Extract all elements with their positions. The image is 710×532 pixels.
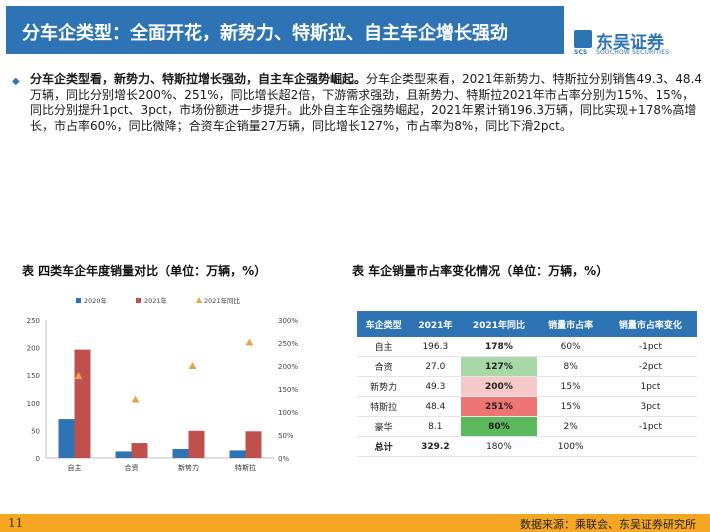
table-caption: 表 车企销量市占率变化情况（单位：万辆，%）: [352, 264, 609, 278]
yoy-marker: [188, 362, 197, 369]
page-title: 分车企类型：全面开花，新势力、特斯拉、自主车企增长强劲: [22, 23, 508, 44]
table-cell-yoy: 200%: [460, 376, 538, 397]
table-row: 新势力 49.3 200% 15% 1pct: [357, 376, 697, 397]
summary-body: 分车企类型来看，2021年新势力、特斯拉分别销售49.3、48.4万辆，同比分别…: [30, 72, 702, 133]
table-header-cell: 2021年: [410, 311, 461, 337]
x-tick-label: 新势力: [178, 463, 199, 472]
legend-label: 2021年同比: [204, 296, 241, 305]
bar-2021: [131, 443, 148, 458]
table-cell-change: -1pct: [603, 416, 697, 437]
table-header-row: 车企类型 2021年 2021年同比 销量市占率 销量市占率变化: [357, 311, 697, 337]
legend-swatch: [76, 298, 81, 303]
y-tick-label: 100: [27, 400, 40, 408]
table-cell-type: 豪华: [357, 416, 411, 437]
y2-tick-label: 200%: [278, 363, 298, 371]
table-cell-share: 60%: [537, 337, 604, 357]
table-cell-share: 15%: [537, 396, 604, 417]
sales-comparison-chart: 0 50 100 150 200 250 0% 50% 100% 150% 200% 250% 300%…: [27, 296, 299, 472]
table-row: 特斯拉 48.4 251% 15% 3pct: [357, 396, 697, 417]
legend-swatch: [196, 297, 202, 303]
table-cell-share: 8%: [537, 356, 604, 377]
y2-tick-label: 250%: [278, 340, 298, 348]
data-source: 数据来源：乘联会、东吴证券研究所: [520, 518, 696, 531]
legend-label: 2021年: [144, 296, 168, 305]
summary-lead: 分车企类型看，新势力、特斯拉增长强劲，自主车企强势崛起。: [30, 72, 367, 86]
y2-tick-label: 100%: [278, 409, 298, 417]
table-cell-type: 特斯拉: [357, 396, 411, 417]
table-total-row: 总计 329.2 180% 100%: [357, 436, 697, 457]
table-total-yoy: 180%: [460, 436, 538, 457]
table-cell-sales: 49.3: [410, 376, 461, 397]
header-bar: 分车企类型：全面开花，新势力、特斯拉、自主车企增长强劲: [6, 6, 564, 54]
table-cell-yoy: 80%: [460, 416, 538, 437]
table-cell-change: -1pct: [603, 337, 697, 357]
x-tick-label: 合资: [125, 463, 139, 472]
table-header-cell: 2021年同比: [460, 311, 538, 337]
company-logo: SCS 东吴证券 SOOCHOW SECURITIES: [574, 28, 704, 58]
y-tick-label: 150: [27, 372, 40, 380]
diamond-bullet-icon: ◆: [12, 76, 20, 87]
table-cell-type: 自主: [357, 337, 411, 357]
y2-tick-label: 0%: [278, 455, 289, 463]
table-header-cell: 车企类型: [357, 311, 411, 337]
y2-tick-label: 150%: [278, 386, 298, 394]
table-cell-change: 1pct: [603, 376, 697, 397]
y-tick-label: 0: [36, 455, 40, 463]
yoy-marker: [74, 372, 83, 380]
logo-mark-text: SCS: [574, 49, 588, 56]
page-number: 11: [8, 516, 24, 530]
table-cell-sales: 196.3: [410, 337, 461, 357]
footer-bar: [0, 514, 710, 532]
y-tick-label: 200: [27, 345, 40, 353]
table-row: 自主 196.3 178% 60% -1pct: [357, 337, 697, 357]
table-cell-sales: 8.1: [410, 416, 461, 437]
table-total-share: 100%: [537, 436, 604, 457]
logo-name-en: SOOCHOW SECURITIES: [596, 49, 670, 56]
bar-2021: [245, 431, 262, 458]
bar-2020: [229, 450, 246, 458]
table-header-cell: 销量市占率变化: [603, 311, 697, 337]
y2-tick-label: 300%: [278, 317, 298, 325]
yoy-marker: [245, 338, 254, 346]
logo-mark-icon: [574, 30, 592, 48]
bar-2021: [188, 430, 205, 458]
table-cell-sales: 27.0: [410, 356, 461, 377]
legend-swatch: [136, 298, 141, 303]
table-row: 合资 27.0 127% 8% -2pct: [357, 356, 697, 377]
summary-paragraph: ◆ 分车企类型看，新势力、特斯拉增长强劲，自主车企强势崛起。分车企类型来看，20…: [12, 72, 702, 134]
table-total-type: 总计: [357, 436, 411, 457]
bar-2021: [74, 349, 91, 458]
table-cell-change: 3pct: [603, 396, 697, 417]
table-cell-yoy: 251%: [460, 396, 538, 417]
table-cell-yoy: 127%: [460, 356, 538, 377]
x-tick-label: 自主: [68, 463, 82, 472]
chart-caption: 表 四类车企年度销量对比（单位：万辆，%）: [22, 264, 267, 278]
bar-2020: [172, 448, 189, 458]
y-tick-label: 250: [27, 317, 40, 325]
table-cell-share: 15%: [537, 376, 604, 397]
table-cell-yoy: 178%: [460, 337, 538, 357]
bar-2020: [58, 419, 75, 458]
table-row: 豪华 8.1 80% 2% -1pct: [357, 416, 697, 437]
table-cell-sales: 48.4: [410, 396, 461, 417]
table-header-cell: 销量市占率: [537, 311, 604, 337]
table-cell-type: 新势力: [357, 376, 411, 397]
logo-name-cn: 东吴证券: [596, 33, 664, 53]
table-total-change: [603, 436, 697, 457]
market-share-table: 车企类型 2021年 2021年同比 销量市占率 销量市占率变化 自主 196.3…: [357, 311, 697, 457]
table-cell-type: 合资: [357, 356, 411, 377]
table-cell-share: 2%: [537, 416, 604, 437]
table-cell-change: -2pct: [603, 356, 697, 377]
x-tick-label: 特斯拉: [235, 463, 256, 472]
bar-2020: [115, 451, 132, 458]
yoy-marker: [131, 395, 140, 403]
y2-tick-label: 50%: [278, 432, 294, 440]
y-tick-label: 50: [31, 427, 40, 435]
table-total-sales: 329.2: [410, 436, 461, 457]
legend-label: 2020年: [84, 296, 108, 305]
